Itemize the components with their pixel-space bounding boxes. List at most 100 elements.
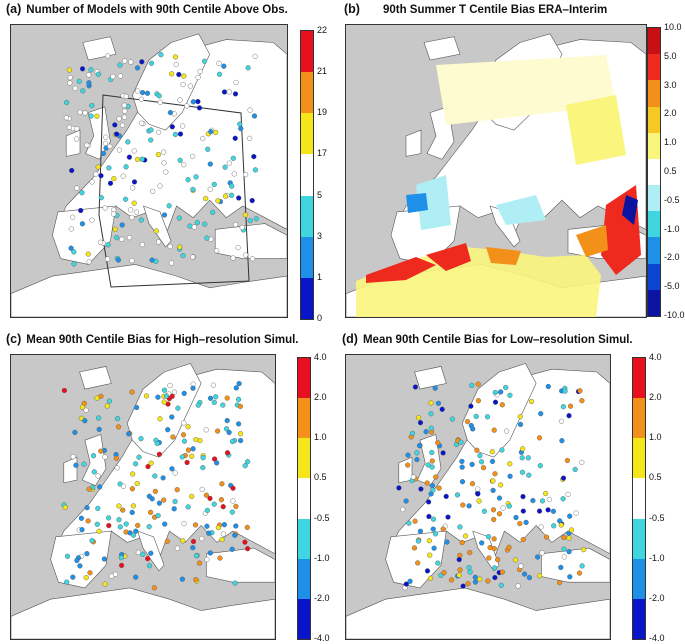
station-dot	[475, 381, 481, 387]
station-dot	[564, 457, 571, 464]
station-dot	[161, 160, 167, 166]
station-dot	[169, 466, 175, 472]
station-dot	[70, 454, 76, 460]
station-dot	[490, 507, 497, 513]
station-dot	[148, 127, 154, 133]
station-dot	[226, 89, 232, 95]
station-dot	[566, 549, 572, 555]
station-dot	[233, 523, 239, 529]
station-dot	[464, 418, 471, 425]
station-dot	[443, 493, 449, 500]
station-dot	[459, 458, 465, 465]
station-dot	[525, 455, 531, 461]
station-dot	[134, 88, 141, 94]
station-dot	[76, 78, 82, 85]
station-dot	[229, 438, 236, 445]
station-dot	[414, 456, 420, 463]
station-dot	[190, 99, 196, 105]
station-dot	[466, 503, 472, 509]
station-dot	[68, 226, 75, 232]
station-dot	[572, 466, 578, 473]
station-dot	[429, 464, 435, 470]
station-dot	[160, 475, 166, 481]
station-dot	[81, 461, 87, 467]
station-dot	[245, 459, 251, 465]
station-dot	[74, 126, 80, 132]
land-shape	[11, 264, 287, 317]
station-dot	[172, 131, 179, 138]
land-shape	[81, 434, 107, 486]
station-dot	[504, 428, 510, 434]
colorbar-tick-label: 1.0	[649, 432, 662, 443]
station-dot	[116, 116, 122, 122]
station-dot	[153, 228, 159, 234]
station-dot	[409, 430, 416, 437]
station-dot	[194, 220, 200, 226]
station-dot	[498, 389, 504, 395]
station-dot	[72, 429, 78, 436]
station-dot	[108, 573, 115, 579]
station-dot	[154, 440, 160, 447]
station-dot	[150, 188, 156, 195]
station-dot	[177, 131, 184, 137]
station-dot	[252, 167, 259, 173]
station-dot	[469, 461, 475, 468]
colorbar-tick-label: 3.0	[664, 79, 677, 90]
station-dot	[113, 455, 120, 461]
station-dot	[132, 461, 139, 467]
station-dot	[189, 493, 195, 500]
station-dot	[458, 439, 464, 445]
station-dot	[167, 109, 174, 116]
station-dot	[462, 533, 469, 539]
station-dot	[439, 406, 445, 412]
colorbar-segment	[298, 598, 310, 639]
colorbar-segment	[301, 195, 313, 237]
station-dot	[181, 390, 187, 397]
station-dot	[104, 403, 110, 409]
station-dot	[473, 413, 479, 420]
station-dot	[519, 469, 526, 475]
colorbar-tick-label: 5	[317, 189, 323, 200]
station-dot	[203, 492, 210, 498]
station-dot	[84, 505, 90, 511]
colorbar-tick-label: 21	[317, 66, 328, 77]
station-dot	[238, 437, 244, 444]
colorbar-segment	[301, 72, 313, 114]
station-dot	[545, 383, 551, 390]
station-dot	[193, 553, 200, 559]
station-dot	[133, 209, 140, 215]
colorbar-tick-label: 0.5	[314, 472, 327, 483]
station-dot	[129, 471, 136, 477]
station-dot	[106, 165, 112, 171]
station-dot	[492, 565, 498, 571]
station-dot	[168, 260, 175, 266]
station-dot	[125, 139, 131, 145]
station-dot	[189, 453, 195, 459]
station-dot	[98, 173, 104, 179]
station-dot	[560, 404, 567, 410]
station-dot	[417, 528, 424, 534]
colorbar-tick-label: 2.0	[664, 108, 677, 119]
station-dot	[195, 74, 201, 81]
station-dot	[416, 443, 423, 449]
station-dot	[506, 503, 512, 509]
station-dot	[559, 438, 565, 444]
station-dot	[89, 102, 95, 109]
panel-b-map	[345, 24, 647, 318]
station-dot	[85, 251, 91, 257]
station-dot	[459, 464, 465, 470]
colorbar-segment	[298, 558, 310, 599]
station-dot	[226, 160, 232, 166]
station-dot	[222, 164, 228, 170]
colorbar-tick-label: 0.5	[649, 472, 662, 483]
land-shape	[206, 547, 275, 583]
station-dot	[149, 257, 155, 263]
station-dot	[537, 463, 543, 469]
station-dot	[101, 556, 108, 562]
station-dot	[213, 129, 219, 136]
station-dot	[558, 564, 564, 571]
station-dot	[201, 58, 208, 64]
station-dot	[429, 482, 435, 489]
station-dot	[496, 495, 503, 501]
station-dot	[67, 80, 73, 86]
